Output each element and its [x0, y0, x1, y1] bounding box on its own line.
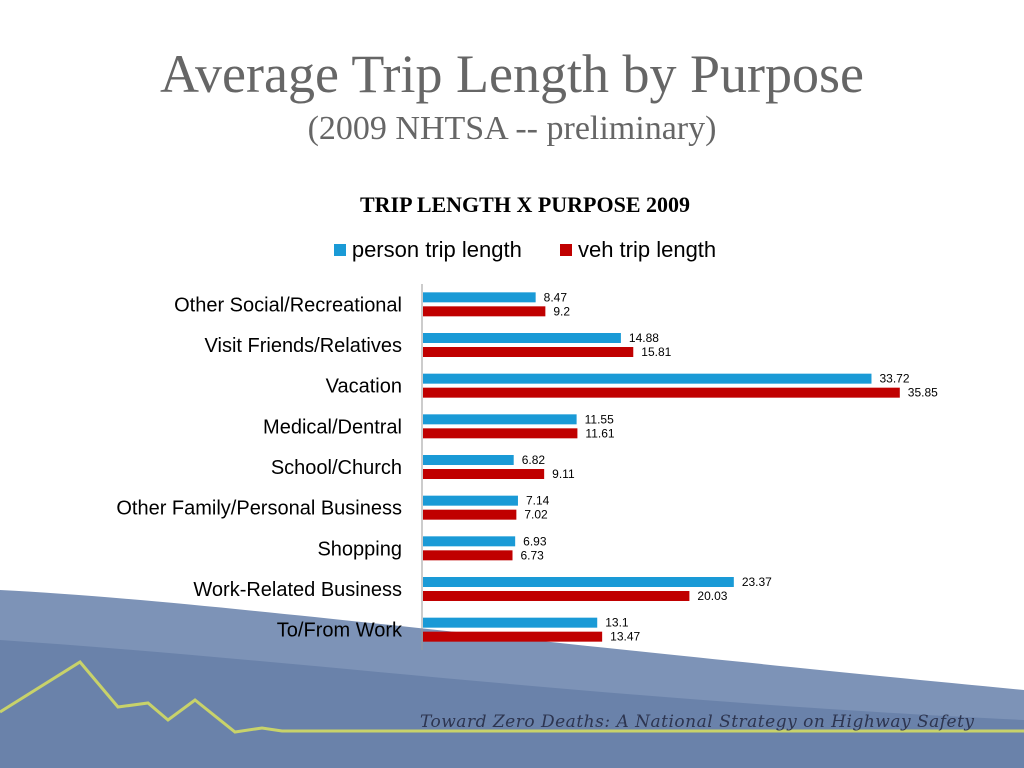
- data-label: 6.82: [522, 453, 546, 467]
- bar-person-trip-length: [423, 617, 598, 628]
- data-label: 15.81: [641, 345, 671, 359]
- legend-label-person: person trip length: [351, 237, 522, 262]
- data-label: 9.2: [553, 304, 570, 318]
- data-label: 9.11: [552, 467, 575, 481]
- data-label: 35.85: [908, 386, 938, 400]
- bar-veh-trip-length: [423, 509, 517, 520]
- background-zigzag-line: [0, 660, 1024, 734]
- bar-person-trip-length: [423, 373, 872, 384]
- category-label: Other Family/Personal Business: [116, 498, 402, 520]
- bar-person-trip-length: [423, 292, 536, 303]
- chart-legend: person trip length veh trip length: [0, 236, 1024, 263]
- bar-person-trip-length: [423, 414, 577, 425]
- data-label: 11.55: [585, 412, 614, 426]
- category-label: School/Church: [271, 457, 402, 479]
- footer-tagline: Toward Zero Deaths: A National Strategy …: [420, 712, 975, 732]
- page-title: Average Trip Length by Purpose: [160, 44, 864, 104]
- category-label: Medical/Dentral: [263, 416, 402, 438]
- bar-veh-trip-length: [423, 306, 546, 317]
- bar-person-trip-length: [423, 577, 734, 587]
- bar-person-trip-length: [423, 333, 621, 343]
- legend-label-veh: veh trip length: [577, 237, 717, 262]
- legend-item-veh: veh trip length: [559, 237, 717, 263]
- bar-veh-trip-length: [423, 550, 513, 561]
- data-label: 13.1: [605, 616, 629, 630]
- category-label: Other Social/Recreational: [174, 294, 402, 316]
- data-label: 6.93: [523, 534, 547, 548]
- data-label: 7.14: [526, 494, 550, 508]
- data-label: 8.47: [544, 290, 568, 304]
- data-label: 23.37: [742, 575, 772, 589]
- data-label: 13.47: [610, 630, 640, 644]
- data-label: 33.72: [879, 372, 909, 386]
- category-label: Shopping: [317, 538, 402, 560]
- background-wave-light: [0, 640, 1024, 768]
- category-label: Visit Friends/Relatives: [205, 335, 402, 357]
- legend-item-person: person trip length: [333, 237, 522, 263]
- data-label: 14.88: [629, 331, 659, 345]
- category-label: To/From Work: [277, 620, 403, 642]
- data-label: 11.61: [585, 426, 614, 440]
- category-label: Vacation: [326, 376, 402, 398]
- bar-veh-trip-length: [423, 347, 634, 357]
- bar-veh-trip-length: [423, 631, 603, 642]
- data-label: 7.02: [524, 508, 548, 522]
- page-subtitle: (2009 NHTSA -- preliminary): [307, 110, 717, 147]
- bar-veh-trip-length: [423, 469, 545, 479]
- legend-swatch-person: [333, 244, 346, 256]
- data-label: 20.03: [697, 589, 727, 603]
- legend-swatch-veh: [559, 244, 572, 256]
- category-label: Work-Related Business: [193, 579, 402, 601]
- bar-veh-trip-length: [423, 591, 690, 601]
- bar-person-trip-length: [423, 536, 516, 547]
- bar-person-trip-length: [423, 455, 514, 465]
- bar-person-trip-length: [423, 495, 518, 506]
- chart-title: TRIP LENGTH X PURPOSE 2009: [359, 192, 691, 217]
- bar-veh-trip-length: [423, 387, 900, 398]
- data-label: 6.73: [521, 548, 545, 562]
- bar-veh-trip-length: [423, 428, 578, 439]
